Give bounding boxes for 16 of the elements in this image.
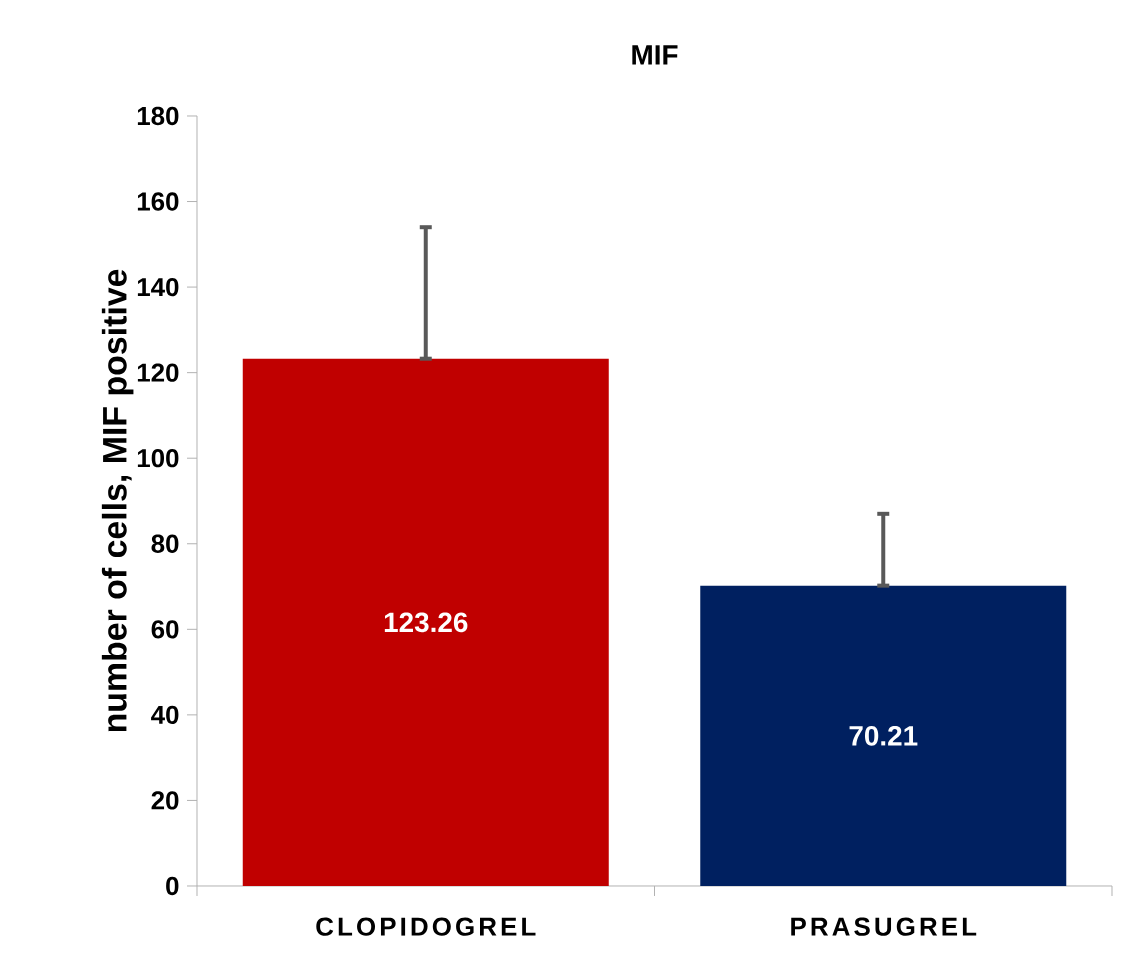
y-tick-label: 120: [137, 363, 179, 382]
y-tick-label: 100: [137, 449, 179, 468]
y-tick-label: 160: [137, 192, 179, 211]
y-axis-title: number of cells, MIF positive: [101, 269, 134, 732]
y-tick-label: 20: [151, 791, 179, 810]
chart-title: MIF: [632, 45, 678, 65]
x-tick-label: PRASUGREL: [791, 917, 977, 936]
y-tick-label: 60: [151, 620, 179, 639]
x-tick-label: CLOPIDOGREL: [316, 917, 536, 936]
y-tick-label: 80: [151, 534, 179, 553]
y-tick-label: 40: [151, 705, 179, 725]
data-label: 123.26: [384, 612, 468, 633]
y-tick-label: 0: [166, 876, 179, 896]
y-tick-label: 180: [137, 106, 179, 126]
y-tick-label: 140: [137, 277, 179, 297]
data-label: 70.21: [849, 725, 918, 746]
